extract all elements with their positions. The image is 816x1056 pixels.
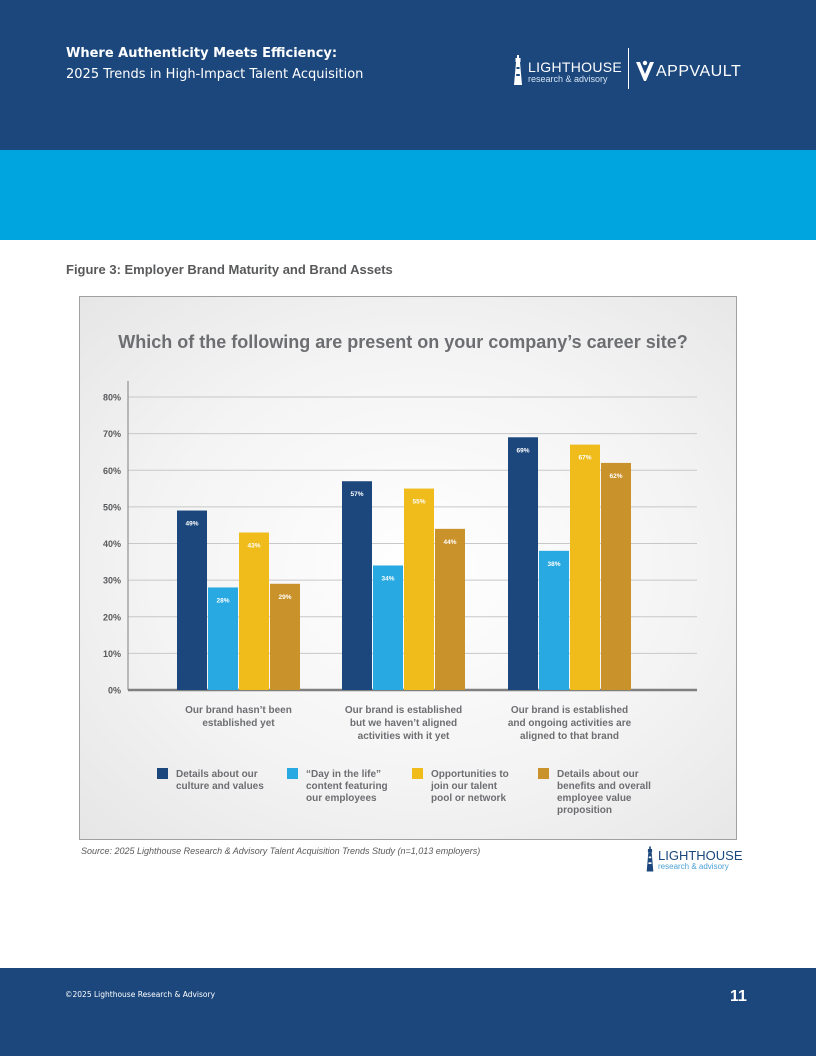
legend-swatch	[157, 768, 168, 779]
y-tick-label: 60%	[103, 466, 121, 476]
legend-label: our employees	[306, 793, 377, 804]
x-category-label: activities with it yet	[358, 731, 450, 742]
bar-value-label: 44%	[443, 539, 456, 546]
bar-value-label: 38%	[547, 561, 560, 568]
y-tick-label: 70%	[103, 429, 121, 439]
x-category-label: Our brand is established	[511, 705, 628, 716]
bar	[508, 437, 538, 690]
legend-label: Details about our	[557, 769, 639, 780]
legend-swatch	[287, 768, 298, 779]
y-tick-label: 80%	[103, 393, 121, 403]
legend-label: pool or network	[431, 793, 506, 804]
x-category-label: and ongoing activities are	[508, 718, 632, 729]
legend-swatch	[412, 768, 423, 779]
bar-value-label: 28%	[216, 597, 229, 604]
copyright-text: ©2025 Lighthouse Research & Advisory	[65, 990, 216, 999]
report-title: Where Authenticity Meets Efficiency:	[66, 46, 338, 61]
legend-label: culture and values	[176, 781, 264, 792]
logo-divider	[628, 48, 629, 89]
figure-title: Figure 3: Employer Brand Maturity and Br…	[66, 262, 393, 277]
legend-label: employee value	[557, 793, 632, 804]
bar	[570, 444, 600, 690]
report-subtitle: 2025 Trends in High-Impact Talent Acquis…	[66, 67, 364, 82]
bar	[404, 488, 434, 690]
bar-value-label: 69%	[516, 447, 529, 454]
bar-value-label: 67%	[578, 455, 591, 462]
y-tick-label: 10%	[103, 649, 121, 659]
lighthouse-logo-small: LIGHTHOUSE research & advisory	[645, 845, 745, 875]
bar-value-label: 57%	[350, 491, 363, 498]
bar-value-label: 49%	[185, 521, 198, 528]
lighthouse-logo-name: LIGHTHOUSE	[528, 59, 623, 75]
lighthouse-logo-small-name: LIGHTHOUSE	[658, 848, 743, 863]
header-banner: Where Authenticity Meets Efficiency: 202…	[0, 0, 816, 150]
x-category-label: established yet	[202, 718, 275, 729]
legend-label: content featuring	[306, 781, 388, 792]
y-tick-label: 50%	[103, 502, 121, 512]
x-category-label: Our brand is established	[345, 705, 462, 716]
lighthouse-logo-small-tagline: research & advisory	[658, 862, 729, 871]
x-category-label: but we haven’t aligned	[350, 718, 457, 729]
x-category-label: aligned to that brand	[520, 731, 619, 742]
bar	[177, 510, 207, 690]
bar-value-label: 34%	[381, 575, 394, 582]
bar	[342, 481, 372, 690]
appvault-logo-name: APPVAULT	[656, 63, 742, 80]
appvault-icon	[636, 60, 654, 81]
y-tick-label: 20%	[103, 612, 121, 622]
bar-value-label: 62%	[609, 473, 622, 480]
legend-label: Details about our	[176, 769, 258, 780]
bar-value-label: 55%	[412, 499, 425, 506]
page-number: 11	[730, 988, 747, 1005]
bar	[373, 565, 403, 690]
figure-source: Source: 2025 Lighthouse Research & Advis…	[81, 846, 481, 856]
bar	[539, 550, 569, 690]
y-tick-label: 30%	[103, 576, 121, 586]
x-category-label: Our brand hasn’t been	[185, 705, 292, 716]
lighthouse-logo: LIGHTHOUSE research & advisory	[512, 55, 624, 87]
footer-banner: ©2025 Lighthouse Research & Advisory 11	[0, 968, 816, 1056]
legend-label: proposition	[557, 805, 612, 816]
lighthouse-icon	[646, 846, 654, 872]
legend-label: Opportunities to	[431, 769, 509, 780]
lighthouse-icon	[514, 55, 522, 85]
legend-label: benefits and overall	[557, 781, 651, 792]
bar-chart: Which of the following are present on yo…	[103, 332, 697, 816]
bar-value-label: 43%	[247, 543, 260, 550]
y-tick-label: 40%	[103, 539, 121, 549]
chart-frame: Which of the following are present on yo…	[79, 296, 737, 840]
legend-label: “Day in the life”	[306, 769, 381, 780]
lighthouse-logo-tagline: research & advisory	[528, 74, 608, 84]
y-tick-label: 0%	[108, 686, 121, 696]
legend-label: join our talent	[430, 781, 498, 792]
chart-title: Which of the following are present on yo…	[118, 332, 687, 352]
accent-band	[0, 150, 816, 240]
bar	[208, 587, 238, 690]
legend-swatch	[538, 768, 549, 779]
bar	[270, 583, 300, 690]
bar	[435, 528, 465, 690]
bar-value-label: 29%	[278, 594, 291, 601]
bar	[239, 532, 269, 690]
bar	[601, 462, 631, 690]
